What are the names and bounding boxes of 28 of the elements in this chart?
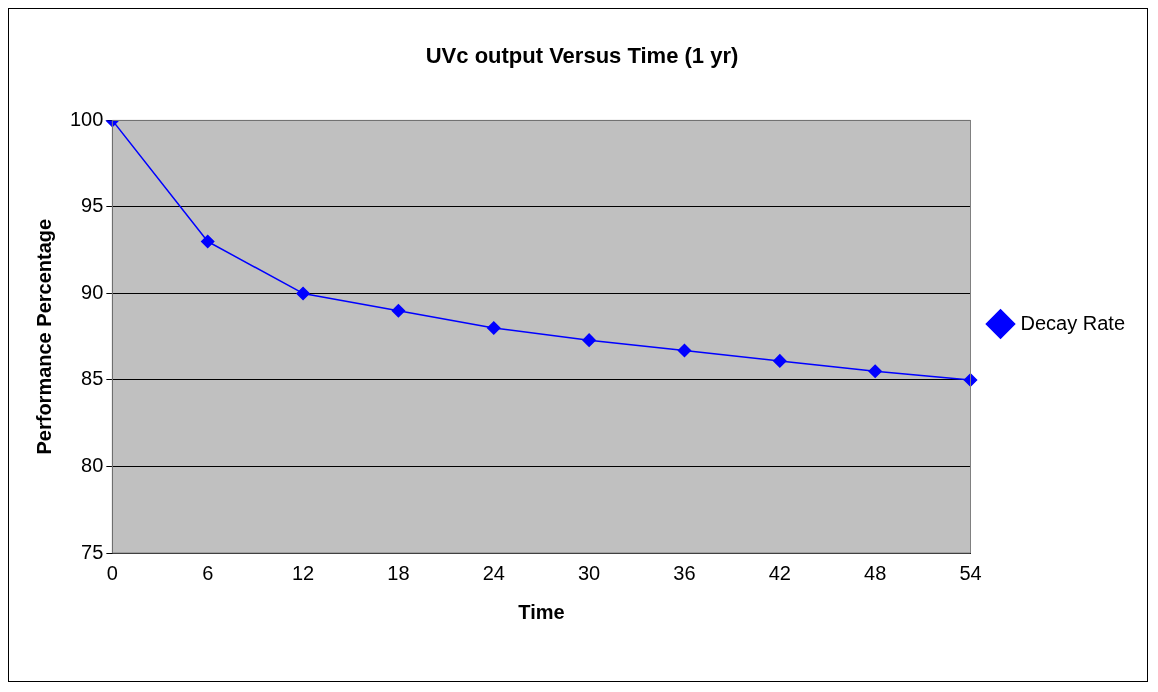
y-axis-title: Performance Percentage [32, 218, 55, 455]
y-tick-label: 80 [81, 454, 104, 476]
x-tick-label: 42 [768, 561, 791, 584]
x-tick-label: 0 [106, 561, 118, 584]
point [773, 354, 787, 368]
x-tick-label: 54 [959, 561, 982, 584]
y-tick-label: 100 [69, 107, 104, 130]
point [391, 303, 406, 318]
point [582, 333, 596, 347]
chart-title: UVc output Versus Time (1 yr) [425, 43, 739, 69]
y-tick-label: 95 [81, 194, 104, 217]
x-tick-label: 36 [673, 561, 696, 584]
point [200, 234, 215, 249]
point [487, 321, 501, 335]
x-tick-label: 12 [291, 561, 315, 584]
x-tick-label: 6 [202, 561, 214, 584]
x-tick-label: 48 [864, 561, 887, 584]
legend-label: Decay Rate [1020, 311, 1126, 334]
x-tick-label: 18 [387, 561, 410, 584]
point [296, 286, 310, 301]
y-tick-label: 90 [81, 280, 104, 303]
x-tick-label: 24 [482, 561, 505, 584]
y-tick-label: 85 [81, 367, 104, 390]
y-tick-label: 75 [81, 540, 104, 563]
point [677, 343, 692, 358]
point [868, 364, 882, 379]
x-tick-label: 30 [577, 561, 601, 584]
x-axis-title: Time [518, 600, 565, 623]
